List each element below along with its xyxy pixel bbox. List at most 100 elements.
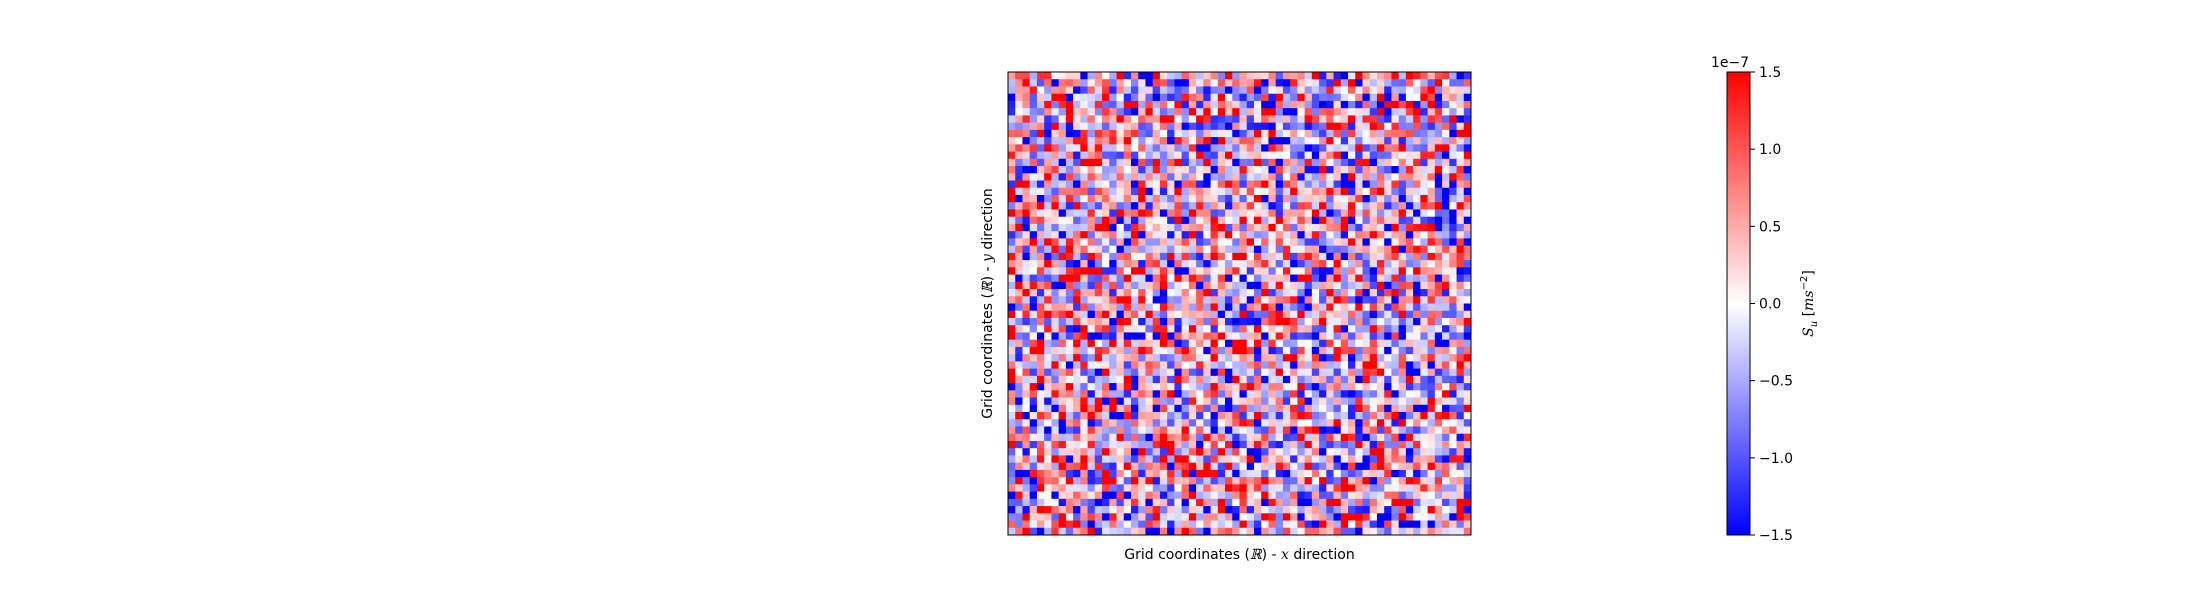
heatmap-cell (1138, 513, 1146, 521)
heatmap-cell (1333, 397, 1342, 406)
heatmap-cell (1022, 129, 1031, 138)
heatmap-cell (1203, 469, 1211, 478)
heatmap-cell (1398, 317, 1407, 326)
heatmap-cell (1420, 267, 1428, 275)
heatmap-cell (1015, 310, 1023, 319)
heatmap-cell (1362, 72, 1371, 80)
heatmap-cell (1130, 491, 1139, 500)
heatmap-cell (1094, 440, 1103, 449)
heatmap-cell (1051, 108, 1060, 116)
heatmap-cell (1029, 137, 1038, 145)
heatmap-cell (1442, 354, 1450, 362)
heatmap-cell (1275, 325, 1284, 333)
heatmap-cell (1434, 93, 1443, 102)
heatmap-cell (1391, 426, 1400, 435)
heatmap-cell (1355, 72, 1363, 80)
heatmap-cell (1174, 325, 1183, 333)
heatmap-cell (1196, 448, 1204, 456)
heatmap-cell (1181, 303, 1190, 312)
heatmap-cell (1369, 354, 1378, 362)
heatmap-cell (1123, 209, 1132, 218)
heatmap-cell (1181, 390, 1190, 398)
heatmap-cell (1304, 498, 1313, 507)
heatmap-cell (1333, 455, 1342, 464)
heatmap-cell (1130, 426, 1139, 435)
heatmap-cell (1391, 361, 1400, 370)
heatmap-cell (1449, 267, 1457, 275)
heatmap-cell (1058, 166, 1067, 174)
heatmap-cell (1130, 513, 1139, 521)
heatmap-cell (1369, 245, 1378, 254)
heatmap-cell (1384, 245, 1392, 254)
heatmap-cell (1080, 166, 1088, 174)
heatmap-cell (1210, 303, 1219, 312)
heatmap-cell (1391, 108, 1400, 116)
heatmap-cell (1015, 361, 1023, 370)
heatmap-cell (1203, 245, 1211, 254)
heatmap-cell (1159, 527, 1168, 536)
heatmap-cell (1029, 289, 1038, 297)
heatmap-cell (1116, 477, 1125, 485)
heatmap-cell (1463, 317, 1472, 326)
heatmap-cell (1340, 520, 1349, 529)
heatmap-cell (1181, 325, 1190, 333)
heatmap-cell (1065, 433, 1074, 442)
heatmap-cell (1434, 462, 1443, 471)
heatmap-cell (1297, 361, 1306, 370)
heatmap-cell (1275, 158, 1284, 167)
colorbar-tick-label: 1.0 (1759, 142, 1781, 158)
heatmap-cell (1102, 100, 1110, 109)
heatmap-cell (1376, 491, 1385, 500)
heatmap-cell (1109, 86, 1117, 95)
heatmap-cell (1413, 332, 1421, 341)
heatmap-cell (1427, 79, 1436, 87)
heatmap-cell (1065, 144, 1074, 152)
heatmap-cell (1340, 513, 1349, 521)
heatmap-cell (1015, 122, 1023, 131)
heatmap-cell (1152, 513, 1161, 521)
heatmap-cell (1246, 274, 1255, 283)
heatmap-cell (1058, 209, 1067, 218)
heatmap-cell (1065, 354, 1074, 362)
heatmap-cell (1282, 498, 1291, 507)
heatmap-cell (1029, 223, 1038, 232)
heatmap-cell (1319, 144, 1327, 152)
heatmap-cell (1217, 245, 1226, 254)
heatmap-cell (1210, 194, 1219, 203)
heatmap-cell (1246, 72, 1255, 80)
heatmap-cell (1384, 115, 1392, 124)
heatmap-cell (1044, 202, 1052, 210)
heatmap-cell (1159, 93, 1168, 102)
heatmap-cell (1029, 180, 1038, 189)
heatmap-cell (1398, 122, 1407, 131)
heatmap-cell (1044, 72, 1052, 80)
heatmap-cell (1181, 354, 1190, 362)
heatmap-cell (1123, 238, 1132, 247)
heatmap-cell (1094, 194, 1103, 203)
heatmap-cell (1290, 252, 1298, 261)
heatmap-cell (1420, 484, 1428, 492)
heatmap-cell (1376, 289, 1385, 297)
heatmap-cell (1239, 281, 1248, 290)
heatmap-cell (1239, 484, 1248, 492)
heatmap-cell (1304, 354, 1313, 362)
heatmap-cell (1456, 506, 1465, 514)
heatmap-cell (1116, 151, 1125, 160)
heatmap-cell (1311, 267, 1320, 275)
heatmap-cell (1188, 462, 1197, 471)
heatmap-cell (1015, 281, 1023, 290)
heatmap-cell (1319, 426, 1327, 435)
heatmap-cell (1268, 310, 1277, 319)
heatmap-cell (1369, 187, 1378, 196)
heatmap-cell (1376, 462, 1385, 471)
heatmap-cell (1253, 281, 1262, 290)
heatmap-cell (1102, 317, 1110, 326)
heatmap-cell (1203, 513, 1211, 521)
heatmap-cell (1413, 303, 1421, 312)
heatmap-cell (1319, 281, 1327, 290)
heatmap-cell (1376, 455, 1385, 464)
heatmap-cell (1427, 404, 1436, 413)
heatmap-cell (1051, 469, 1060, 478)
heatmap-cell (1268, 151, 1277, 160)
